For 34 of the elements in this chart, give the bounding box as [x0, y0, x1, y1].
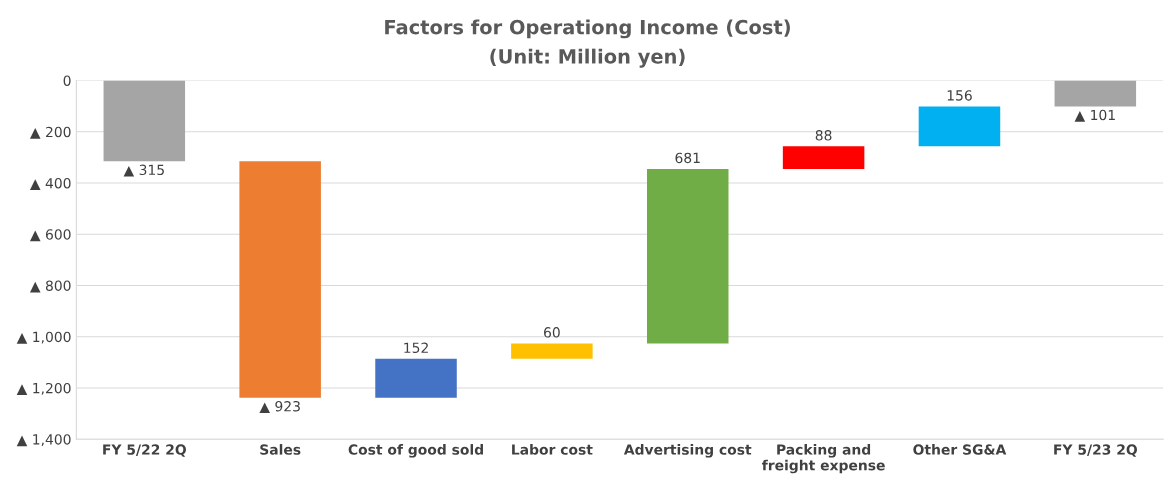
x-tick-label: Packing and freight expense	[762, 444, 885, 474]
x-tick-label: Cost of good sold	[348, 444, 483, 458]
bar	[646, 168, 729, 344]
bar	[918, 106, 1001, 147]
x-tick-label: Advertising cost	[623, 444, 752, 458]
x-tick-label: FY 5/23 2Q	[1054, 444, 1137, 457]
bar	[511, 343, 593, 359]
data-label: 88	[815, 130, 832, 141]
y-tick-label: ▲ 600	[29, 229, 71, 242]
data-label: ▲ 315	[123, 164, 164, 177]
data-label: 60	[544, 327, 560, 338]
x-tick-label: Sales	[260, 444, 301, 455]
bar	[239, 161, 321, 398]
data-label: 152	[404, 342, 428, 353]
y-tick-label: ▲ 800	[29, 280, 71, 293]
y-tick-label: 0	[63, 75, 71, 86]
y-tick-label: ▲ 400	[29, 177, 71, 190]
bar	[103, 80, 186, 162]
bar	[375, 358, 457, 398]
bar	[1054, 80, 1137, 107]
chart-title: Factors for Operationg Income (Cost)	[385, 19, 790, 39]
data-label: ▲ 923	[259, 401, 300, 414]
bar	[782, 146, 865, 169]
data-label: ▲ 101	[1074, 109, 1115, 122]
chart-subtitle: (Unit: Million yen)	[490, 48, 685, 68]
x-tick-label: Other SG&A	[913, 444, 1007, 455]
x-tick-label: Labor cost	[512, 444, 593, 455]
y-tick-label: ▲ 200	[29, 126, 71, 139]
y-tick-label: ▲ 1,200	[16, 382, 71, 395]
data-label: 156	[947, 90, 972, 101]
x-tick-label: FY 5/22 2Q	[103, 444, 186, 457]
y-tick-label: ▲ 1,000	[16, 331, 71, 344]
data-label: 681	[675, 152, 700, 164]
y-tick-label: ▲ 1,400	[16, 434, 71, 447]
